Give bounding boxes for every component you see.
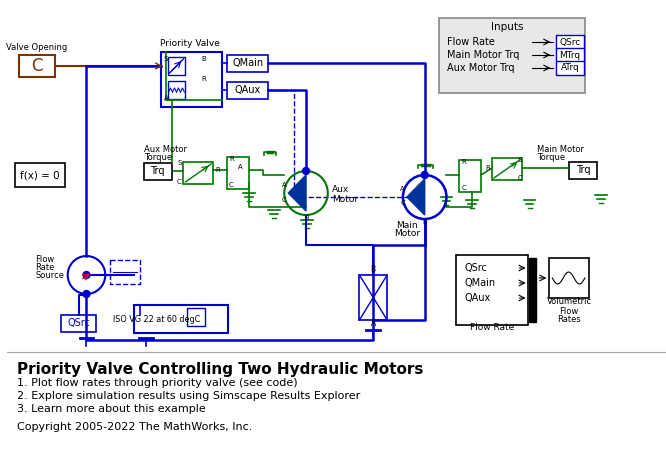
Text: QMain: QMain [232,58,263,68]
Text: Main Motor Trq: Main Motor Trq [448,50,520,60]
Text: QAux: QAux [234,85,261,95]
Text: R: R [486,165,490,171]
Bar [569,162,597,179]
Text: Priority Valve Controlling Two Hydraulic Motors: Priority Valve Controlling Two Hydraulic… [17,362,424,377]
Text: C: C [176,179,181,185]
Text: R: R [215,167,220,173]
Text: C: C [462,185,466,191]
Text: R: R [201,76,206,82]
Text: Flow Rate: Flow Rate [470,324,514,332]
Text: C: C [282,197,286,203]
Circle shape [421,172,428,178]
Bar [360,275,387,320]
Text: Source: Source [35,271,64,281]
Text: Motor: Motor [394,230,420,238]
Text: C: C [31,57,43,75]
Bar [556,35,584,49]
Text: Valve Opening: Valve Opening [7,44,68,53]
Bar [556,61,584,75]
Text: Main: Main [396,221,418,230]
Text: Flow: Flow [559,306,579,316]
Text: Trq: Trq [151,166,165,176]
Text: Rate: Rate [35,263,55,272]
Text: Inputs: Inputs [491,22,523,32]
Polygon shape [288,175,306,211]
Bar [556,48,584,62]
Text: Torque: Torque [537,153,565,163]
Text: Aux Motor: Aux Motor [144,145,187,154]
Bar [61,315,97,332]
Text: A: A [400,186,405,192]
Bar [111,260,140,284]
Text: Copyright 2005-2022 The MathWorks, Inc.: Copyright 2005-2022 The MathWorks, Inc. [17,422,252,432]
Bar [529,258,536,322]
Bar [134,305,228,333]
Text: 3. Learn more about this example: 3. Learn more about this example [17,404,206,414]
Bar [15,163,65,187]
Circle shape [83,291,90,297]
Text: QSrc: QSrc [464,263,487,273]
Text: R: R [462,159,466,165]
Bar [227,82,268,99]
Text: MTrq: MTrq [559,50,581,59]
Bar [19,55,55,77]
Bar [227,55,268,72]
Text: f(x) = 0: f(x) = 0 [20,170,60,180]
Text: C: C [400,200,405,206]
Text: R: R [229,156,234,162]
Text: Main Motor: Main Motor [537,145,585,154]
Polygon shape [407,179,425,215]
Text: Rates: Rates [557,316,581,325]
Text: S: S [517,157,522,163]
Bar [183,162,213,184]
Bar [168,57,185,75]
Text: ATrq: ATrq [561,64,579,73]
Bar [456,255,527,325]
Text: Aux: Aux [332,186,349,194]
Bar [187,308,205,326]
Text: A: A [238,164,242,170]
Text: Trq: Trq [575,165,590,175]
Text: S: S [164,56,168,62]
Text: QSrc: QSrc [67,318,90,328]
Bar [161,52,222,107]
Text: Flow Rate: Flow Rate [448,37,496,47]
Text: C: C [229,182,234,188]
Bar [144,163,172,180]
Text: C: C [517,175,522,181]
Text: 1. Plot flow rates through priority valve (see code): 1. Plot flow rates through priority valv… [17,378,298,388]
Text: A: A [282,182,286,188]
Text: Priority Valve: Priority Valve [161,39,220,49]
Text: ISO VG 22 at 60 degC: ISO VG 22 at 60 degC [113,315,200,324]
Text: Torque: Torque [144,153,172,163]
Circle shape [302,168,310,174]
Text: Aux Motor Trq: Aux Motor Trq [448,63,515,73]
Bar [168,81,185,99]
Text: A: A [164,95,168,101]
Text: QMain: QMain [464,278,496,288]
Text: 2. Explore simulation results using Simscape Results Explorer: 2. Explore simulation results using Sims… [17,391,360,401]
Bar [460,160,481,192]
Bar [227,157,248,189]
Circle shape [83,271,90,278]
Text: S: S [177,160,181,166]
Bar [492,158,521,180]
Text: B: B [371,265,376,273]
Text: B: B [422,219,427,225]
Text: Volumetric: Volumetric [547,297,591,306]
Bar [438,18,585,93]
Bar [549,258,589,298]
Text: B: B [201,56,206,62]
Text: B: B [304,215,310,221]
Text: QSrc: QSrc [559,38,581,46]
Text: A: A [371,319,376,327]
Text: Flow: Flow [35,256,55,265]
Text: Motor: Motor [332,194,358,203]
Text: QAux: QAux [464,293,491,303]
